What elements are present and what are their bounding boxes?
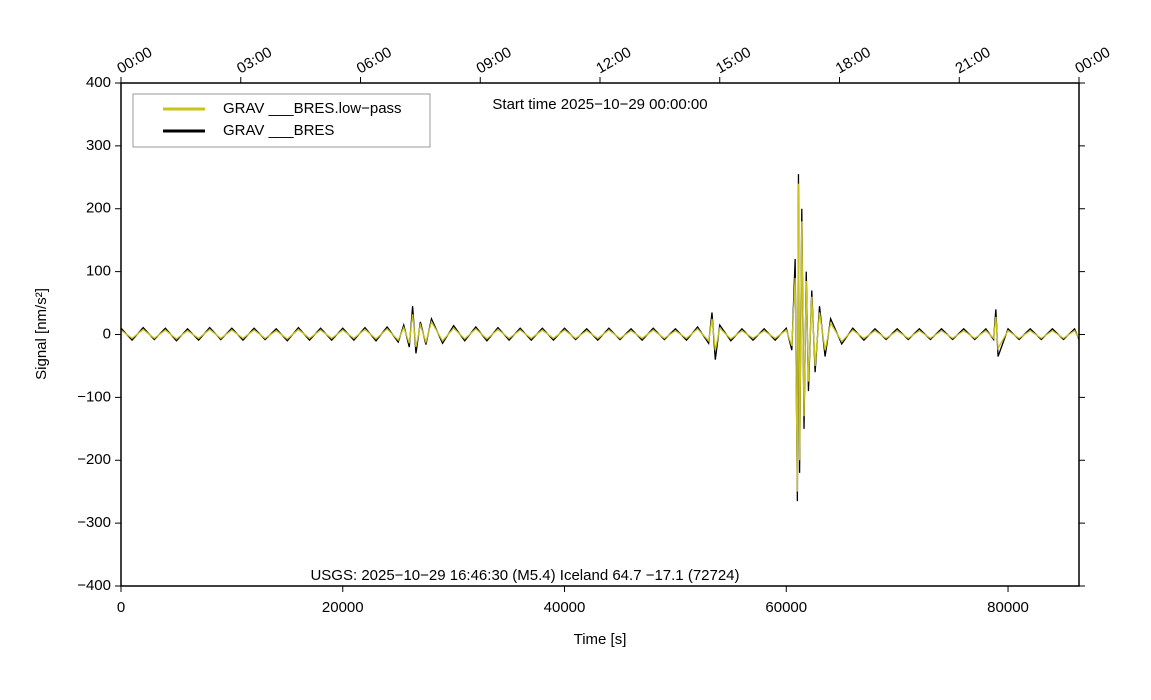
legend-box [132, 93, 431, 148]
y-tick-label: 100 [86, 263, 111, 280]
x2-tick-label: 15:00 [713, 44, 754, 77]
x2-tick-label: 18:00 [833, 44, 874, 77]
x-tick-label: 60000 [765, 599, 807, 616]
x-tick-label: 40000 [544, 599, 586, 616]
x2-tick-label: 03:00 [234, 44, 275, 77]
y-axis-label: Signal [nm/s²] [33, 288, 50, 380]
legend-label: GRAV ___BRES [223, 122, 334, 139]
x-tick-label: 80000 [987, 599, 1029, 616]
legend-label: GRAV ___BRES.low−pass [223, 100, 402, 117]
signal-line [120, 183, 1080, 492]
x-tick-label: 20000 [322, 599, 364, 616]
x2-tick-label: 12:00 [593, 44, 634, 77]
y-tick-label: −400 [77, 577, 111, 594]
x-axis-label: Time [s] [574, 631, 627, 648]
x-tick-label: 0 [117, 599, 125, 616]
y-tick-label: −100 [77, 388, 111, 405]
y-tick-label: −200 [77, 451, 111, 468]
x2-tick-label: 00:00 [114, 44, 155, 77]
x2-tick-label: 09:00 [473, 44, 514, 77]
y-tick-label: 300 [86, 137, 111, 154]
chart-title: Start time 2025−10−29 00:00:00 [492, 96, 707, 113]
x2-tick-label: 06:00 [354, 44, 395, 77]
y-tick-label: 200 [86, 200, 111, 217]
annotation: USGS: 2025−10−29 16:46:30 (M5.4) Iceland… [310, 567, 739, 584]
x2-tick-label: 00:00 [1072, 44, 1113, 77]
x2-tick-label: 21:00 [952, 44, 993, 77]
y-tick-label: −300 [77, 514, 111, 531]
y-tick-label: 0 [103, 325, 111, 342]
y-tick-label: 400 [86, 74, 111, 91]
